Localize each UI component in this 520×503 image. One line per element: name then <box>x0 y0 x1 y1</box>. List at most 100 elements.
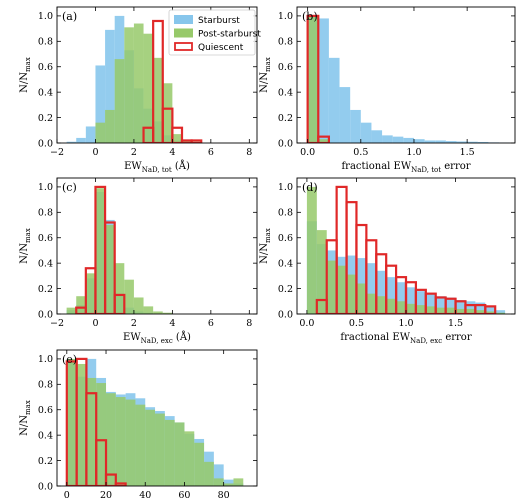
starburst-bar <box>445 141 457 143</box>
y-tick-label: 0.0 <box>38 138 53 149</box>
panel-label: (e) <box>62 353 77 366</box>
starburst-bar <box>475 302 486 314</box>
x-tick-label: 4 <box>169 147 175 158</box>
starburst-bar <box>376 270 387 314</box>
poststarburst-bar <box>233 478 244 486</box>
starburst-bar <box>455 300 466 314</box>
poststarburst-bar <box>386 298 397 314</box>
panel-d: 0.0 0.5 1.0 1.5 0.0 0.2 0.4 0.6 0.8 1.0 N/Nmax frac… <box>259 177 516 345</box>
y-axis-label: N/Nmax <box>259 57 272 93</box>
poststarburst-bar <box>495 312 506 314</box>
y-axis-label: N/Nmax <box>259 228 272 264</box>
poststarburst-bar <box>326 260 337 314</box>
poststarburst-bar <box>76 363 87 486</box>
y-tick-label: 0.2 <box>38 113 53 124</box>
panel-label: (d) <box>302 181 318 194</box>
y-tick-label: 0.2 <box>278 113 293 124</box>
quiescent-bar <box>171 126 184 143</box>
poststarburst-bar <box>316 230 327 314</box>
x-tick-label: 1.0 <box>398 318 413 329</box>
x-tick-label: 0.5 <box>349 318 364 329</box>
y-tick-label: 0.4 <box>38 430 53 441</box>
x-tick-label: 0.5 <box>353 147 368 158</box>
x-tick-label: 0 <box>92 147 98 158</box>
y-tick-label: 0.0 <box>38 309 53 320</box>
starburst-bar <box>223 479 234 486</box>
poststarburst-bar <box>106 393 116 486</box>
quiescent-bar <box>190 139 203 143</box>
panel-a: −2 0 2 4 6 8 0.0 0.2 0.4 0.6 0.8 1.0 N/Nmax EWNaD, to… <box>19 6 261 174</box>
starburst-bar <box>213 464 224 486</box>
y-tick-label: 1.0 <box>278 182 293 193</box>
poststarburst-bar <box>184 431 195 486</box>
poststarburst-bar <box>86 377 97 486</box>
poststarburst-bar <box>336 265 347 314</box>
poststarburst-bar <box>182 140 192 143</box>
y-tick-label: 0.0 <box>278 138 293 149</box>
starburst-bar <box>445 297 456 314</box>
poststarburst-bar <box>172 134 182 143</box>
starburst-bar <box>318 18 329 143</box>
quiescent-bar <box>104 473 117 486</box>
y-tick-label: 1.0 <box>38 354 53 365</box>
y-axis-label: N/Nmax <box>19 400 32 436</box>
starburst-bar <box>456 141 468 143</box>
starburst-bar <box>339 87 351 143</box>
x-tick-label: 4 <box>169 318 175 329</box>
legend-swatch-starburst <box>174 15 193 24</box>
x-tick-label: 1.0 <box>406 147 421 158</box>
plot-area <box>306 185 506 314</box>
y-tick-label: 0.4 <box>278 87 293 98</box>
starburst-bar <box>477 141 489 143</box>
poststarburst-bar <box>153 311 163 314</box>
quiescent-bar <box>114 482 127 486</box>
panel-b: 0.0 0.5 1.0 1.5 0.0 0.2 0.4 0.6 0.8 1.0 N/Nmax frac… <box>259 6 516 174</box>
poststarburst-bar <box>114 59 125 143</box>
y-tick-label: 0.4 <box>38 258 53 269</box>
poststarburst-bar <box>445 307 456 314</box>
poststarburst-bar <box>465 308 476 314</box>
panel-label: (b) <box>302 10 318 23</box>
x-tick-label: 40 <box>139 490 151 501</box>
legend-swatch-quiescent <box>174 42 193 51</box>
poststarburst-bar <box>435 307 446 314</box>
poststarburst-bar <box>95 122 106 143</box>
poststarburst-bar <box>95 188 106 314</box>
poststarburst-bar <box>406 303 416 314</box>
poststarburst-bar <box>174 422 185 486</box>
poststarburst-bar <box>204 461 214 486</box>
x-axis-label: fractional EWNaD, exc error <box>340 332 471 345</box>
x-axis-label: EWNaD, tot (Å) <box>124 160 190 174</box>
poststarburst-bar <box>485 311 496 314</box>
poststarburst-bar <box>356 283 367 314</box>
poststarburst-bar <box>318 139 329 143</box>
y-tick-label: 1.0 <box>38 11 53 22</box>
panel-label: (a) <box>62 10 77 23</box>
x-tick-label: 0.0 <box>299 318 314 329</box>
poststarburst-bar <box>143 33 154 143</box>
quiescent-bar <box>484 305 497 314</box>
starburst-bar <box>467 141 478 143</box>
starburst-bar <box>495 310 506 314</box>
y-tick-label: 0.8 <box>278 37 293 48</box>
x-tick-label: 1.5 <box>448 318 463 329</box>
x-tick-label: 2 <box>131 147 137 158</box>
y-tick-label: 0.0 <box>38 481 53 492</box>
quiescent-bar <box>161 107 174 143</box>
starburst-bar <box>403 137 414 143</box>
starburst-bar <box>76 137 86 143</box>
starburst-bar <box>415 291 426 314</box>
poststarburst-bar <box>155 413 165 486</box>
x-axis-label: fractional EWNaD, tot error <box>341 161 470 174</box>
y-tick-label: 0.2 <box>38 284 53 295</box>
poststarburst-bar <box>213 478 224 486</box>
poststarburst-bar <box>114 263 125 314</box>
poststarburst-bar <box>223 483 234 486</box>
poststarburst-bar <box>475 310 486 314</box>
x-tick-label: 6 <box>208 318 214 329</box>
poststarburst-bar <box>164 419 175 486</box>
axes-frame <box>56 177 258 315</box>
quiescent-bar <box>317 135 331 143</box>
starburst-bar <box>435 296 446 314</box>
